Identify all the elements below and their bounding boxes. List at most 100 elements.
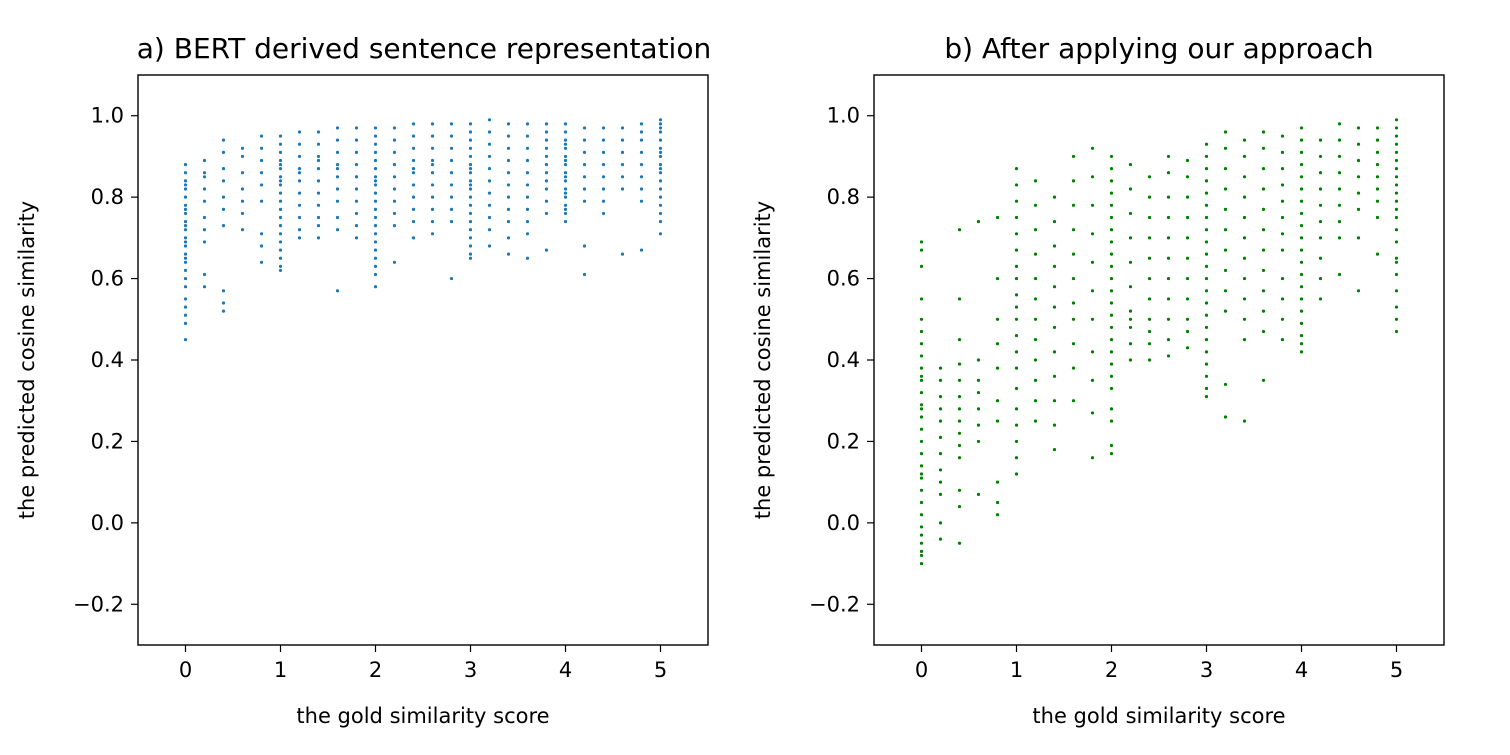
- panel-a-data-point: [297, 167, 302, 171]
- panel-b-data-point: [1261, 329, 1266, 334]
- panel-a-data-point: [278, 240, 283, 244]
- panel-b-data-point: [1147, 297, 1152, 301]
- panel-b-data-point: [1223, 146, 1228, 150]
- panel-a-data-point: [278, 142, 283, 146]
- panel-a-data-point: [639, 187, 644, 191]
- panel-a-data-point: [335, 289, 340, 293]
- panel-b-y-axis-label: the predicted cosine similarity: [751, 201, 775, 519]
- panel-b-data-point: [1375, 138, 1380, 142]
- panel-b-data-point: [1071, 179, 1076, 183]
- panel-b-data-point: [957, 431, 962, 435]
- panel-a-data-point: [620, 187, 625, 191]
- panel-b-data-point: [1394, 240, 1399, 244]
- panel-b-data-point: [1090, 456, 1095, 460]
- panel-a-data-point: [316, 191, 321, 195]
- panel-a-data-point: [563, 130, 568, 134]
- panel-b-data-point: [938, 419, 943, 423]
- panel-b-data-point: [1185, 236, 1190, 240]
- panel-a-data-point: [202, 272, 207, 277]
- panel-b-data-point: [919, 541, 924, 545]
- panel-b-data-point: [938, 492, 943, 496]
- panel-a-data-point: [487, 215, 492, 220]
- panel-a-data-point: [335, 228, 340, 232]
- panel-b-data-point: [919, 476, 924, 480]
- panel-b-data-point: [1318, 187, 1323, 191]
- panel-a-x-tick-label: 3: [464, 658, 477, 682]
- panel-b-data-point: [1147, 215, 1152, 220]
- panel-a-data-point: [183, 338, 188, 342]
- panel-a-data-point: [259, 244, 264, 248]
- panel-b-data-point: [1033, 276, 1038, 281]
- panel-b-data-point: [1375, 215, 1380, 220]
- panel-a-data-point: [468, 130, 473, 134]
- panel-b-data-point: [1185, 158, 1190, 163]
- panel-b-data-point: [919, 317, 924, 321]
- panel-b-data-point: [1185, 346, 1190, 350]
- panel-a-y-tick-label: 0.2: [91, 429, 124, 453]
- panel-b-data-point: [957, 443, 962, 448]
- panel-b-data-point: [1128, 358, 1133, 362]
- panel-b-data-point: [1185, 256, 1190, 260]
- panel-a-data-point: [278, 150, 283, 154]
- panel-b-data-point: [1394, 256, 1399, 260]
- panel-b-data-point: [1375, 252, 1380, 256]
- panel-b-data-point: [1223, 309, 1228, 313]
- panel-a-data-point: [240, 154, 245, 159]
- panel-b-data-point: [1394, 118, 1399, 122]
- panel-b-data-point: [1014, 167, 1019, 171]
- panel-a-data-point: [183, 187, 188, 191]
- panel-b-data-point: [1337, 219, 1342, 224]
- panel-b-data-point: [1014, 423, 1019, 427]
- panel-a-data-point: [392, 138, 397, 142]
- panel-b-data-point: [1052, 264, 1057, 268]
- panel-b-data-point: [1052, 305, 1057, 309]
- panel-b-data-point: [1280, 276, 1285, 281]
- panel-a-data-point: [240, 199, 245, 203]
- panel-b-data-point: [1280, 215, 1285, 220]
- panel-a-data-point: [563, 138, 568, 142]
- panel-a-data-point: [297, 130, 302, 134]
- panel-a-data-point: [525, 158, 530, 163]
- panel-b-data-point: [976, 492, 981, 496]
- panel-b-data-point: [1280, 199, 1285, 203]
- panel-b-data-point: [1128, 317, 1133, 321]
- panel-b-data-point: [1128, 260, 1133, 264]
- panel-a-data-point: [354, 211, 359, 216]
- panel-b-data-point: [938, 378, 943, 382]
- panel-b-data-point: [1109, 240, 1114, 244]
- panel-b-data-point: [1109, 325, 1114, 330]
- panel-b-data-point: [1109, 386, 1114, 391]
- panel-a-data-point: [468, 146, 473, 150]
- panel-b-data-point: [919, 248, 924, 252]
- panel-a-data-point: [392, 199, 397, 203]
- panel-b-data-point: [1204, 252, 1209, 256]
- panel-b-y-tick-label: 0.0: [827, 511, 860, 535]
- panel-a-x-tick-label: 5: [654, 658, 667, 682]
- panel-a-data-point: [297, 228, 302, 232]
- panel-a-data-point: [658, 130, 663, 134]
- panel-a-data-point: [620, 126, 625, 130]
- panel-a-data-point: [468, 211, 473, 216]
- panel-b-data-point: [1337, 236, 1342, 240]
- panel-a-data-point: [582, 187, 587, 191]
- panel-b-data-point: [1318, 138, 1323, 142]
- panel-b-data-point: [957, 541, 962, 545]
- panel-b-data-point: [1128, 342, 1133, 346]
- panel-a-data-point: [639, 175, 644, 179]
- panel-a-data-point: [658, 187, 663, 191]
- panel-a-data-point: [582, 126, 587, 130]
- panel-b-data-point: [938, 521, 943, 525]
- panel-b-data-point: [1052, 350, 1057, 354]
- panel-b-data-point: [1261, 309, 1266, 313]
- panel-a-data-point: [563, 207, 568, 211]
- panel-a-data-point: [468, 252, 473, 256]
- panel-a-data-point: [392, 162, 397, 167]
- panel-a-data-point: [392, 187, 397, 191]
- panel-b-data-point: [1261, 378, 1266, 382]
- panel-b-data-point: [1261, 146, 1266, 150]
- panel-a-data-point: [335, 167, 340, 171]
- panel-b-data-point: [1261, 167, 1266, 171]
- panel-b-data-point: [1242, 138, 1247, 142]
- panel-b-data-point: [995, 513, 1000, 517]
- panel-a-data-point: [487, 154, 492, 159]
